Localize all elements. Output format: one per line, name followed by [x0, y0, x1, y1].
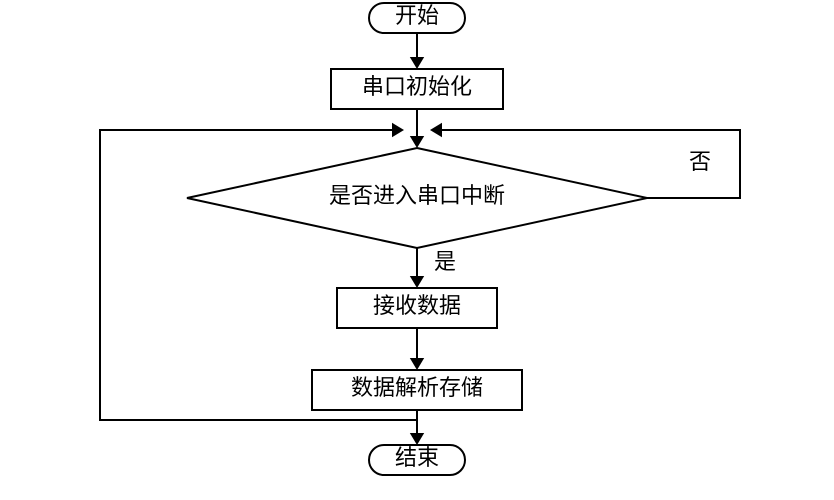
node-start: 开始 [369, 3, 465, 33]
edge-label-no: 否 [689, 149, 711, 174]
arrow-head [430, 123, 442, 137]
arrow-head [410, 57, 424, 69]
arrow-head [392, 123, 404, 137]
arrow-head [410, 276, 424, 288]
arrow-head [410, 358, 424, 370]
init-label: 串口初始化 [362, 74, 472, 99]
flowchart-canvas: 开始串口初始化是否进入串口中断接收数据数据解析存储结束 是 否 [0, 0, 834, 500]
decision-label: 是否进入串口中断 [329, 183, 505, 208]
node-init: 串口初始化 [331, 69, 503, 109]
arrow-head [410, 433, 424, 445]
node-end: 结束 [369, 445, 465, 475]
recv-label: 接收数据 [373, 293, 461, 318]
parse-label: 数据解析存储 [351, 375, 483, 400]
node-recv: 接收数据 [337, 288, 497, 328]
edge-label-yes: 是 [434, 249, 456, 274]
node-parse: 数据解析存储 [312, 370, 522, 410]
start-label: 开始 [395, 3, 439, 28]
end-label: 结束 [395, 445, 439, 470]
arrow-head [410, 136, 424, 148]
node-decision: 是否进入串口中断 [187, 148, 647, 248]
